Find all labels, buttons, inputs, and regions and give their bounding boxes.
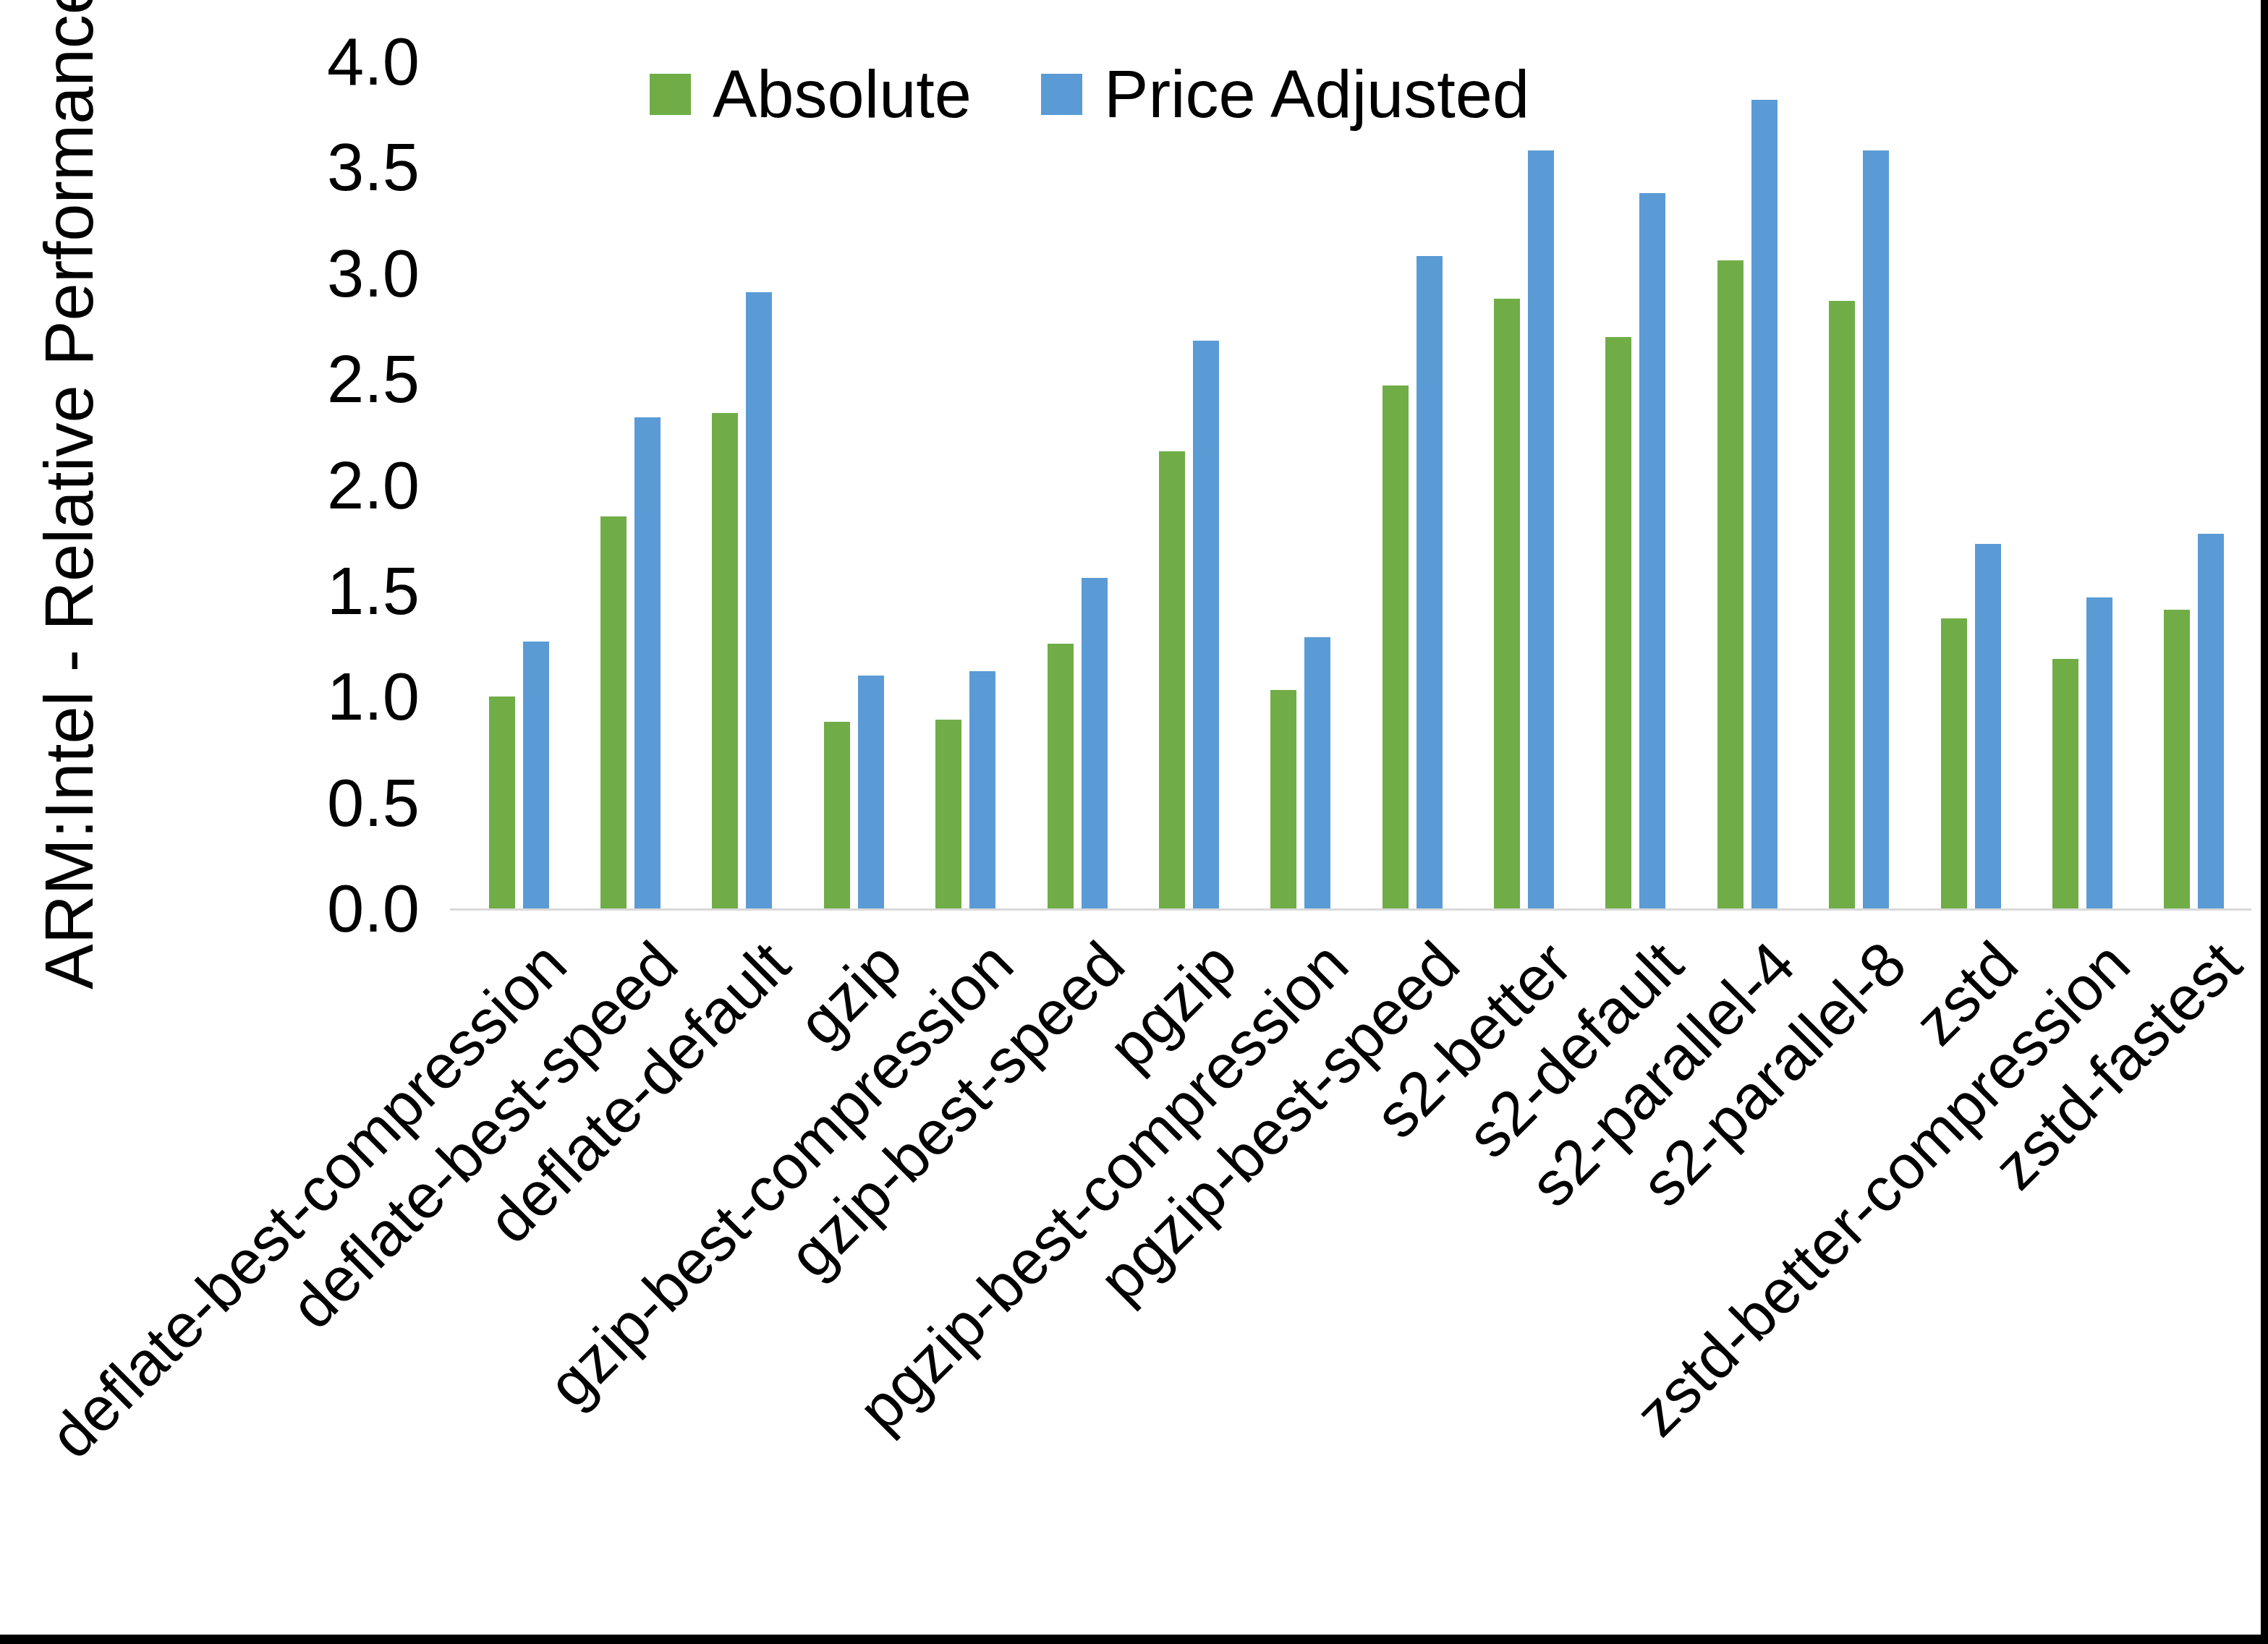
bar-price-adjusted-pgzip-best-speed[interactable] (1417, 256, 1443, 908)
bar-absolute-s2-default[interactable] (1605, 337, 1631, 908)
legend: Absolute Price Adjusted (650, 56, 1529, 132)
bar-absolute-deflate-best-speed[interactable] (600, 516, 627, 908)
bar-price-adjusted-pgzip-best-compression[interactable] (1304, 637, 1330, 908)
legend-item-price-adjusted[interactable]: Price Adjusted (1041, 56, 1529, 132)
y-tick-label: 3.0 (232, 230, 420, 317)
bar-price-adjusted-pgzip[interactable] (1193, 341, 1219, 908)
bar-price-adjusted-zstd-better-compression[interactable] (2086, 597, 2112, 908)
frame-border-bottom (0, 1635, 2268, 1644)
y-tick-label: 0.0 (232, 865, 420, 952)
bar-absolute-pgzip[interactable] (1159, 451, 1185, 908)
frame-border-right (2261, 0, 2268, 1644)
bar-price-adjusted-s2-parallel-4[interactable] (1751, 100, 1778, 908)
bar-price-adjusted-zstd-fastest[interactable] (2198, 534, 2224, 908)
bar-absolute-s2-parallel-4[interactable] (1717, 260, 1744, 908)
bar-absolute-zstd-fastest[interactable] (2164, 610, 2190, 908)
x-axis-line (450, 908, 2251, 911)
bar-price-adjusted-s2-better[interactable] (1528, 150, 1554, 908)
bar-absolute-deflate-best-compression[interactable] (489, 697, 515, 908)
bar-absolute-pgzip-best-compression[interactable] (1270, 690, 1296, 908)
bar-absolute-zstd[interactable] (1941, 618, 1967, 908)
bar-price-adjusted-deflate-default[interactable] (746, 292, 772, 908)
legend-swatch-absolute (650, 74, 691, 115)
bar-absolute-zstd-better-compression[interactable] (2052, 659, 2078, 908)
bar-absolute-gzip-best-speed[interactable] (1048, 644, 1074, 908)
bar-price-adjusted-s2-default[interactable] (1639, 193, 1665, 908)
legend-label-absolute: Absolute (713, 56, 972, 132)
y-tick-label: 1.0 (232, 653, 420, 740)
y-tick-label: 3.5 (232, 124, 420, 210)
bar-price-adjusted-zstd[interactable] (1975, 544, 2001, 908)
bar-price-adjusted-gzip-best-compression[interactable] (969, 671, 995, 908)
legend-swatch-price-adjusted (1041, 74, 1082, 115)
y-axis-title: ARM:Intel - Relative Performance (30, 0, 109, 989)
y-tick-label: 2.5 (232, 336, 420, 422)
bar-absolute-pgzip-best-speed[interactable] (1383, 386, 1409, 908)
legend-item-absolute[interactable]: Absolute (650, 56, 972, 132)
bar-absolute-deflate-default[interactable] (712, 413, 738, 908)
bar-absolute-gzip-best-compression[interactable] (935, 720, 961, 908)
bar-absolute-s2-better[interactable] (1494, 299, 1520, 908)
plot-area: ARM:Intel - Relative Performance Absolut… (0, 0, 2268, 1644)
y-tick-label: 4.0 (232, 18, 420, 105)
y-tick-label: 1.5 (232, 548, 420, 634)
bar-absolute-s2-parallel-8[interactable] (1829, 301, 1855, 908)
bar-price-adjusted-s2-parallel-8[interactable] (1863, 150, 1889, 908)
bar-absolute-gzip[interactable] (824, 722, 850, 908)
bar-price-adjusted-gzip-best-speed[interactable] (1082, 578, 1108, 908)
bar-price-adjusted-gzip[interactable] (858, 676, 884, 908)
bar-price-adjusted-deflate-best-compression[interactable] (523, 642, 549, 908)
bar-price-adjusted-deflate-best-speed[interactable] (634, 417, 661, 908)
y-tick-label: 0.5 (232, 759, 420, 846)
legend-label-price-adjusted: Price Adjusted (1104, 56, 1529, 132)
y-tick-label: 2.0 (232, 442, 420, 529)
